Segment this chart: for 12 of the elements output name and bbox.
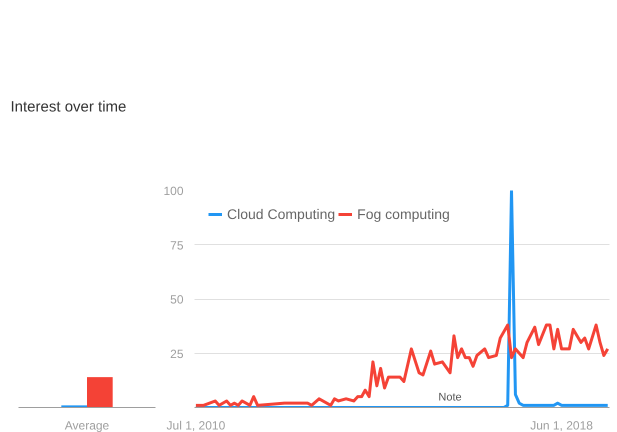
annotation: Note: [438, 392, 462, 404]
legend-label: Cloud Computing: [227, 206, 336, 222]
x-tick-label: Jul 1, 2010: [166, 418, 226, 432]
y-tick-label: 50: [170, 292, 184, 306]
x-tick-label: Jun 1, 2018: [530, 418, 594, 432]
y-tick-label: 75: [170, 238, 184, 252]
y-tick-label: 25: [170, 346, 184, 361]
legend-label: Fog computing: [357, 206, 450, 222]
chart-title: Interest over time: [10, 98, 126, 116]
line-series: [194, 324, 610, 407]
y-tick-label: 100: [163, 184, 184, 198]
x-tick-label: Average: [64, 418, 110, 432]
